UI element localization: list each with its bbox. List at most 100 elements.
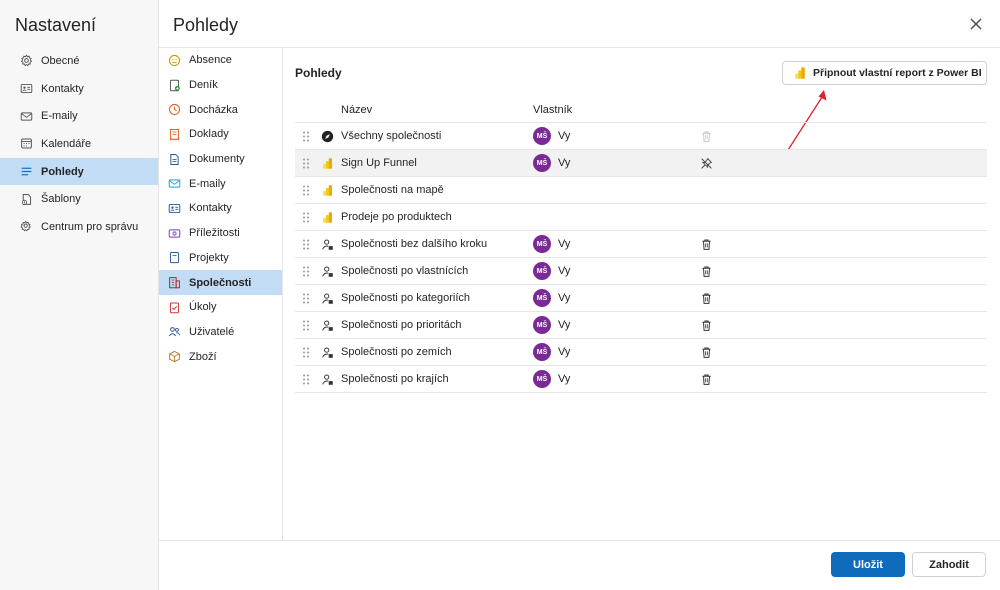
category-label: E-maily [189, 177, 226, 190]
drag-handle-icon[interactable] [302, 374, 310, 385]
table-row[interactable]: Společnosti po krajích MŠ Vy [295, 366, 987, 393]
category-item-journal[interactable]: Deník [159, 73, 282, 98]
category-label: Projekty [189, 251, 229, 264]
avatar: MŠ [533, 154, 551, 172]
column-header-name[interactable]: Název [341, 104, 373, 116]
category-item-goods[interactable]: Zboží [159, 344, 282, 369]
owner-label: Vy [558, 373, 571, 385]
category-item-documents[interactable]: Dokumenty [159, 147, 282, 172]
category-item-tasks[interactable]: Úkoly [159, 295, 282, 320]
trash-icon [702, 131, 711, 142]
avatar: MŠ [533, 127, 551, 145]
category-label: Příležitosti [189, 227, 240, 240]
category-item-projects[interactable]: Projekty [159, 246, 282, 271]
delete-button[interactable] [699, 372, 714, 387]
category-item-emails[interactable]: E-maily [159, 171, 282, 196]
gear-icon [19, 54, 33, 68]
category-item-users[interactable]: Uživatelé [159, 320, 282, 345]
sidebar-item-emails[interactable]: E-maily [0, 102, 159, 130]
opportunity-icon [167, 226, 181, 240]
powerbi-icon [323, 185, 332, 196]
table-row[interactable]: Sign Up Funnel MŠ Vy [295, 150, 987, 177]
sidebar-item-admin-center[interactable]: Centrum pro správu [0, 213, 159, 241]
sidebar-item-templates[interactable]: Šablony [0, 185, 159, 213]
powerbi-icon [795, 67, 805, 79]
pin-powerbi-report-button[interactable]: Připnout vlastní report z Power BI [782, 61, 987, 85]
mail-icon [167, 177, 181, 191]
template-icon [19, 192, 33, 206]
table-row[interactable]: Společnosti bez dalšího kroku MŠ Vy [295, 231, 987, 258]
table-row[interactable]: Společnosti po zemích MŠ Vy [295, 339, 987, 366]
delete-button[interactable] [699, 264, 714, 279]
view-name: Společnosti po prioritách [341, 319, 462, 331]
list-icon [19, 165, 33, 179]
category-label: Docházka [189, 103, 238, 116]
avatar: MŠ [533, 316, 551, 334]
view-name: Sign Up Funnel [341, 157, 417, 169]
category-label: Doklady [189, 128, 229, 141]
category-item-receipts[interactable]: Doklady [159, 122, 282, 147]
table-row[interactable]: Společnosti po vlastnících MŠ Vy [295, 258, 987, 285]
drag-handle-icon[interactable] [302, 239, 310, 250]
category-label: Deník [189, 79, 218, 92]
sidebar-item-calendars[interactable]: Kalendáře [0, 130, 159, 158]
save-button[interactable]: Uložit [831, 552, 905, 577]
table-row[interactable]: Společnosti na mapě [295, 177, 987, 204]
owner-label: Vy [558, 265, 571, 277]
drag-handle-icon[interactable] [302, 293, 310, 304]
category-item-attendance[interactable]: Docházka [159, 97, 282, 122]
receipt-icon [167, 127, 181, 141]
view-name: Společnosti po zemích [341, 346, 452, 358]
drag-handle-icon[interactable] [302, 320, 310, 331]
view-name: Společnosti po kategoriích [341, 292, 471, 304]
drag-handle-icon[interactable] [302, 158, 310, 169]
pin-button-label: Připnout vlastní report z Power BI [813, 67, 982, 79]
drag-handle-icon[interactable] [302, 212, 310, 223]
discard-button[interactable]: Zahodit [912, 552, 986, 577]
table-header: Název Vlastník [295, 98, 987, 123]
project-icon [167, 251, 181, 265]
category-label: Uživatelé [189, 325, 235, 338]
sidebar-item-general[interactable]: Obecné [0, 47, 159, 75]
trash-icon [702, 239, 711, 250]
category-item-absence[interactable]: Absence [159, 48, 282, 73]
table-row[interactable]: Společnosti po kategoriích MŠ Vy [295, 285, 987, 312]
document-icon [167, 152, 181, 166]
table-row[interactable]: Všechny společnosti MŠ Vy [295, 123, 987, 150]
sidebar-item-contacts[interactable]: Kontakty [0, 75, 159, 103]
drag-handle-icon[interactable] [302, 266, 310, 277]
journal-icon [167, 78, 181, 92]
sidebar-item-label: Centrum pro správu [41, 220, 139, 233]
category-item-opportunities[interactable]: Příležitosti [159, 221, 282, 246]
avatar: MŠ [533, 370, 551, 388]
page-title: Pohledy [173, 15, 239, 35]
view-name: Společnosti na mapě [341, 184, 444, 196]
delete-button[interactable] [699, 291, 714, 306]
category-item-companies[interactable]: Společnosti [159, 270, 282, 295]
people-icon [167, 325, 181, 339]
task-icon [167, 300, 181, 314]
view-name: Prodeje po produktech [341, 211, 452, 223]
delete-button[interactable] [699, 318, 714, 333]
drag-handle-icon[interactable] [302, 131, 310, 142]
category-label: Dokumenty [189, 153, 245, 166]
delete-button[interactable] [699, 345, 714, 360]
contact-card-icon [167, 201, 181, 215]
category-item-contacts[interactable]: Kontakty [159, 196, 282, 221]
settings-title: Nastavení [15, 15, 97, 35]
view-name: Společnosti bez dalšího kroku [341, 238, 488, 250]
column-header-owner[interactable]: Vlastník [533, 104, 573, 116]
sidebar-item-views[interactable]: Pohledy [0, 157, 158, 186]
drag-handle-icon[interactable] [302, 347, 310, 358]
table-row[interactable]: Společnosti po prioritách MŠ Vy [295, 312, 987, 339]
admin-gear-icon [19, 220, 33, 234]
powerbi-icon [323, 212, 332, 223]
table-row[interactable]: Prodeje po produktech [295, 204, 987, 231]
unpin-button[interactable] [699, 156, 714, 171]
delete-button[interactable] [699, 237, 714, 252]
drag-handle-icon[interactable] [302, 185, 310, 196]
category-list: Absence Deník Docházka Doklady Dokumenty… [159, 48, 283, 540]
avatar: MŠ [533, 235, 551, 253]
mail-icon [19, 109, 33, 123]
close-button[interactable] [966, 14, 986, 34]
